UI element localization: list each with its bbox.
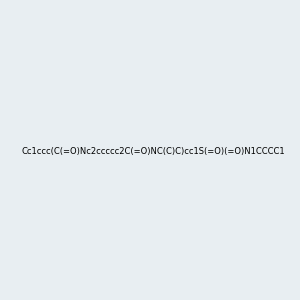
Text: Cc1ccc(C(=O)Nc2ccccc2C(=O)NC(C)C)cc1S(=O)(=O)N1CCCC1: Cc1ccc(C(=O)Nc2ccccc2C(=O)NC(C)C)cc1S(=O…	[22, 147, 286, 156]
